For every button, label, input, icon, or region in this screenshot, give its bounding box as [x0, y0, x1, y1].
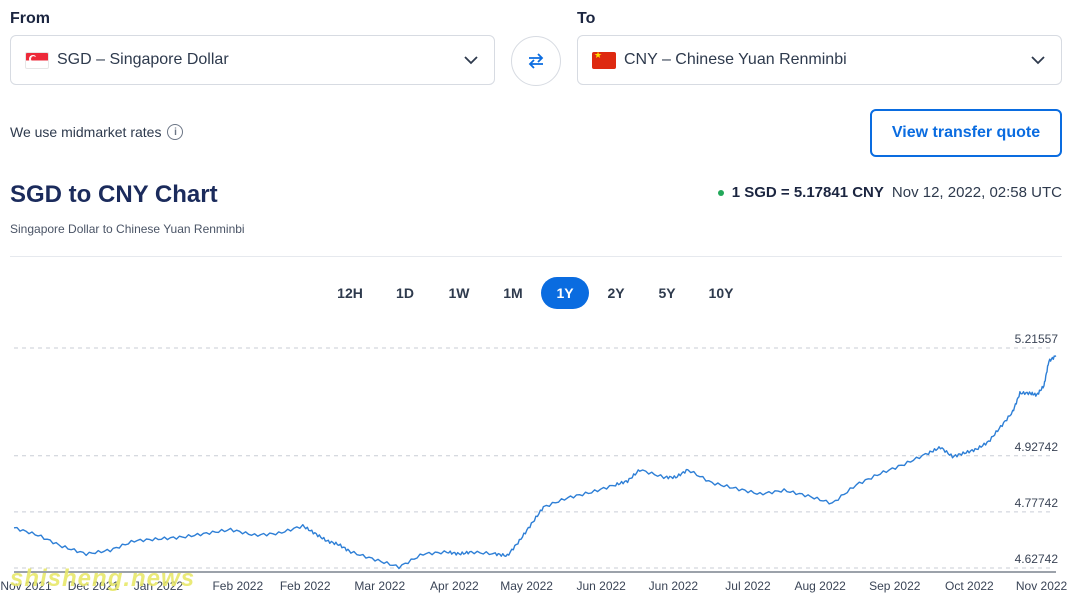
swap-currencies-button[interactable] [511, 36, 561, 86]
x-tick-label: Jul 2022 [725, 579, 771, 593]
range-tab-1w[interactable]: 1W [448, 285, 470, 301]
current-rate: 1 SGD = 5.17841 CNY Nov 12, 2022, 02:58 … [717, 184, 1062, 201]
x-tick-label: Nov 2022 [1016, 579, 1068, 593]
chart-subtitle: Singapore Dollar to Chinese Yuan Renminb… [10, 222, 245, 236]
rate-chart: 5.21557 4.92742 4.77742 4.62742 Nov 2021 Dec … [0, 332, 1068, 593]
midmarket-text: We use midmarket rates [10, 124, 162, 140]
x-tick-label: Feb 2022 [212, 579, 263, 593]
to-currency-select[interactable]: CNY – Chinese Yuan Renminbi [577, 35, 1062, 85]
flag-cn-icon [592, 51, 616, 69]
x-tick-label: Mar 2022 [354, 579, 405, 593]
rate-timestamp: Nov 12, 2022, 02:58 UTC [891, 184, 1062, 201]
x-tick-label: Jun 2022 [649, 579, 699, 593]
midmarket-rates-note: We use midmarket rates i [10, 124, 184, 140]
from-currency-value: SGD – Singapore Dollar [57, 51, 229, 68]
x-tick-label: May 2022 [500, 579, 553, 593]
x-tick-label: Sep 2022 [869, 579, 921, 593]
x-tick-label: Aug 2022 [794, 579, 846, 593]
live-dot-icon [717, 189, 724, 196]
rate-value: 1 SGD = 5.17841 CNY [731, 184, 884, 201]
y-tick-label: 4.62742 [1015, 552, 1059, 566]
range-tab-12h[interactable]: 12H [337, 285, 363, 301]
range-tab-2y[interactable]: 2Y [607, 285, 625, 301]
x-tick-label: Oct 2022 [945, 579, 994, 593]
chevron-down-icon [1031, 56, 1045, 65]
x-tick-label: Feb 2022 [280, 579, 331, 593]
x-tick-label: Dec 2021 [68, 579, 120, 593]
series-line [13, 355, 1057, 570]
range-tab-5y[interactable]: 5Y [658, 285, 676, 301]
to-label: To [577, 10, 596, 27]
range-tab-10y[interactable]: 10Y [708, 285, 734, 301]
x-tick-label: Jan 2022 [134, 579, 184, 593]
x-tick-label: Jun 2022 [576, 579, 626, 593]
y-tick-label: 4.77742 [1015, 496, 1059, 510]
from-currency-select[interactable]: SGD – Singapore Dollar [10, 35, 495, 85]
range-tab-1m[interactable]: 1M [503, 285, 523, 301]
to-currency-value: CNY – Chinese Yuan Renminbi [624, 51, 847, 68]
x-tick-label: Nov 2021 [0, 579, 52, 593]
info-icon[interactable]: i [167, 124, 184, 140]
swap-arrows-icon [528, 53, 544, 69]
divider [10, 256, 1062, 257]
range-tab-1d[interactable]: 1D [396, 285, 414, 301]
from-label: From [10, 10, 50, 27]
y-tick-label: 5.21557 [1015, 332, 1059, 346]
x-tick-label: Apr 2022 [430, 579, 479, 593]
view-transfer-quote-button[interactable]: View transfer quote [870, 109, 1062, 157]
range-tab-1y[interactable]: 1Y [541, 277, 589, 309]
flag-sg-icon [25, 51, 49, 69]
y-tick-label: 4.92742 [1015, 440, 1059, 454]
chart-title: SGD to CNY Chart [10, 181, 218, 208]
time-range-selector: 12H 1D 1W 1M 1Y 2Y 5Y 10Y [0, 277, 1080, 309]
chevron-down-icon [464, 56, 478, 65]
